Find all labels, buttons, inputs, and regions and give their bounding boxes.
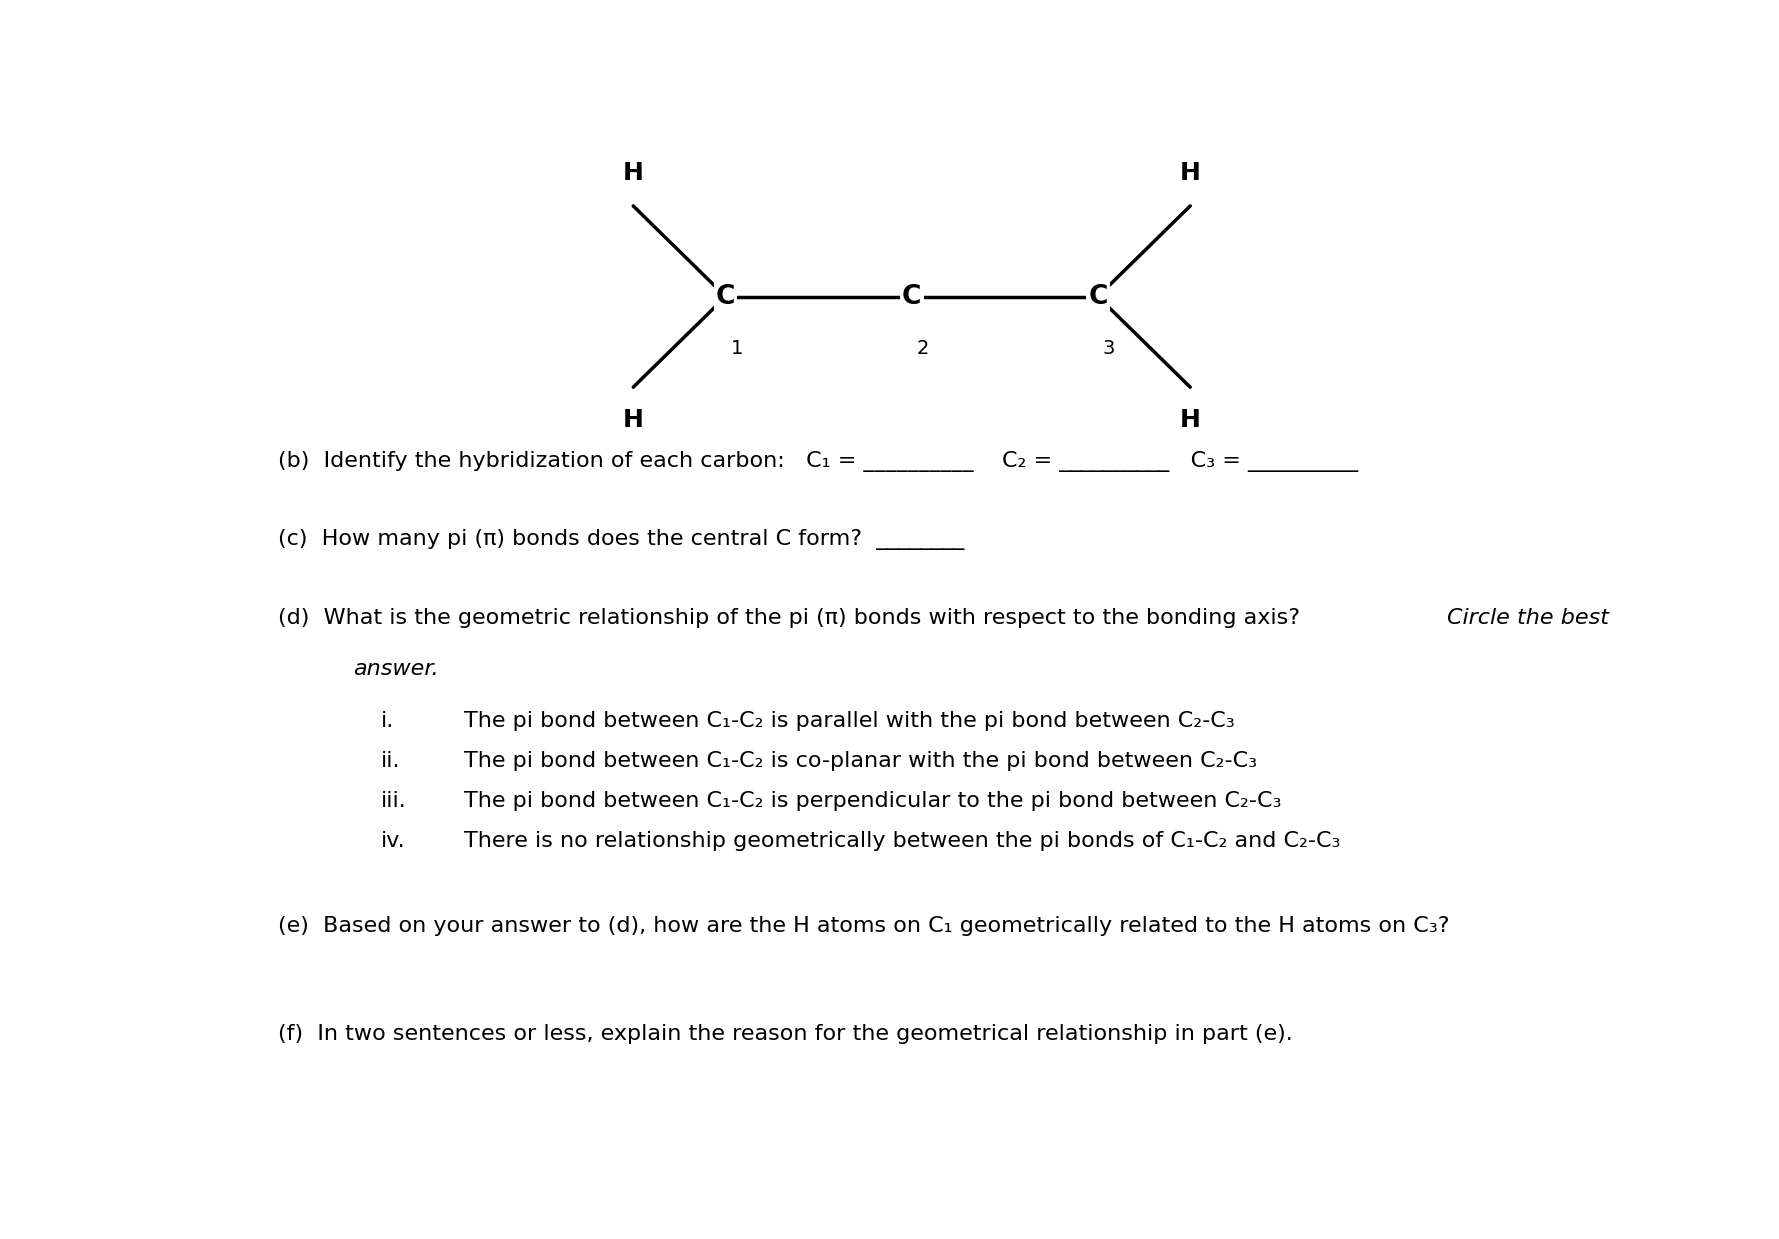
Text: iv.: iv. xyxy=(381,831,406,851)
Text: answer.: answer. xyxy=(354,659,439,679)
Text: C: C xyxy=(715,284,735,310)
Text: H: H xyxy=(1179,408,1201,432)
Text: H: H xyxy=(623,408,644,432)
Text: The pi bond between C₁-C₂ is perpendicular to the pi bond between C₂-C₃: The pi bond between C₁-C₂ is perpendicul… xyxy=(464,792,1281,812)
Text: ii.: ii. xyxy=(381,751,400,771)
Text: The pi bond between C₁-C₂ is parallel with the pi bond between C₂-C₃: The pi bond between C₁-C₂ is parallel wi… xyxy=(464,711,1235,731)
Text: 3: 3 xyxy=(1103,339,1115,358)
Text: H: H xyxy=(1179,161,1201,185)
Text: (b)  Identify the hybridization of each carbon:   C₁ = __________    C₂ = ______: (b) Identify the hybridization of each c… xyxy=(278,451,1357,472)
Text: Circle the best: Circle the best xyxy=(1446,608,1608,628)
Text: (d)  What is the geometric relationship of the pi (π) bonds with respect to the : (d) What is the geometric relationship o… xyxy=(278,608,1313,628)
Text: iii.: iii. xyxy=(381,792,407,812)
Text: 2: 2 xyxy=(916,339,929,358)
Text: C: C xyxy=(1089,284,1108,310)
Text: (f)  In two sentences or less, explain the reason for the geometrical relationsh: (f) In two sentences or less, explain th… xyxy=(278,1023,1292,1044)
Text: C: C xyxy=(902,284,922,310)
Text: H: H xyxy=(623,161,644,185)
Text: There is no relationship geometrically between the pi bonds of C₁-C₂ and C₂-C₃: There is no relationship geometrically b… xyxy=(464,831,1340,851)
Text: 1: 1 xyxy=(731,339,744,358)
Text: (c)  How many pi (π) bonds does the central C form?  ________: (c) How many pi (π) bonds does the centr… xyxy=(278,529,964,550)
Text: The pi bond between C₁-C₂ is co-planar with the pi bond between C₂-C₃: The pi bond between C₁-C₂ is co-planar w… xyxy=(464,751,1256,771)
Text: (e)  Based on your answer to (d), how are the H atoms on C₁ geometrically relate: (e) Based on your answer to (d), how are… xyxy=(278,916,1450,937)
Text: i.: i. xyxy=(381,711,395,731)
